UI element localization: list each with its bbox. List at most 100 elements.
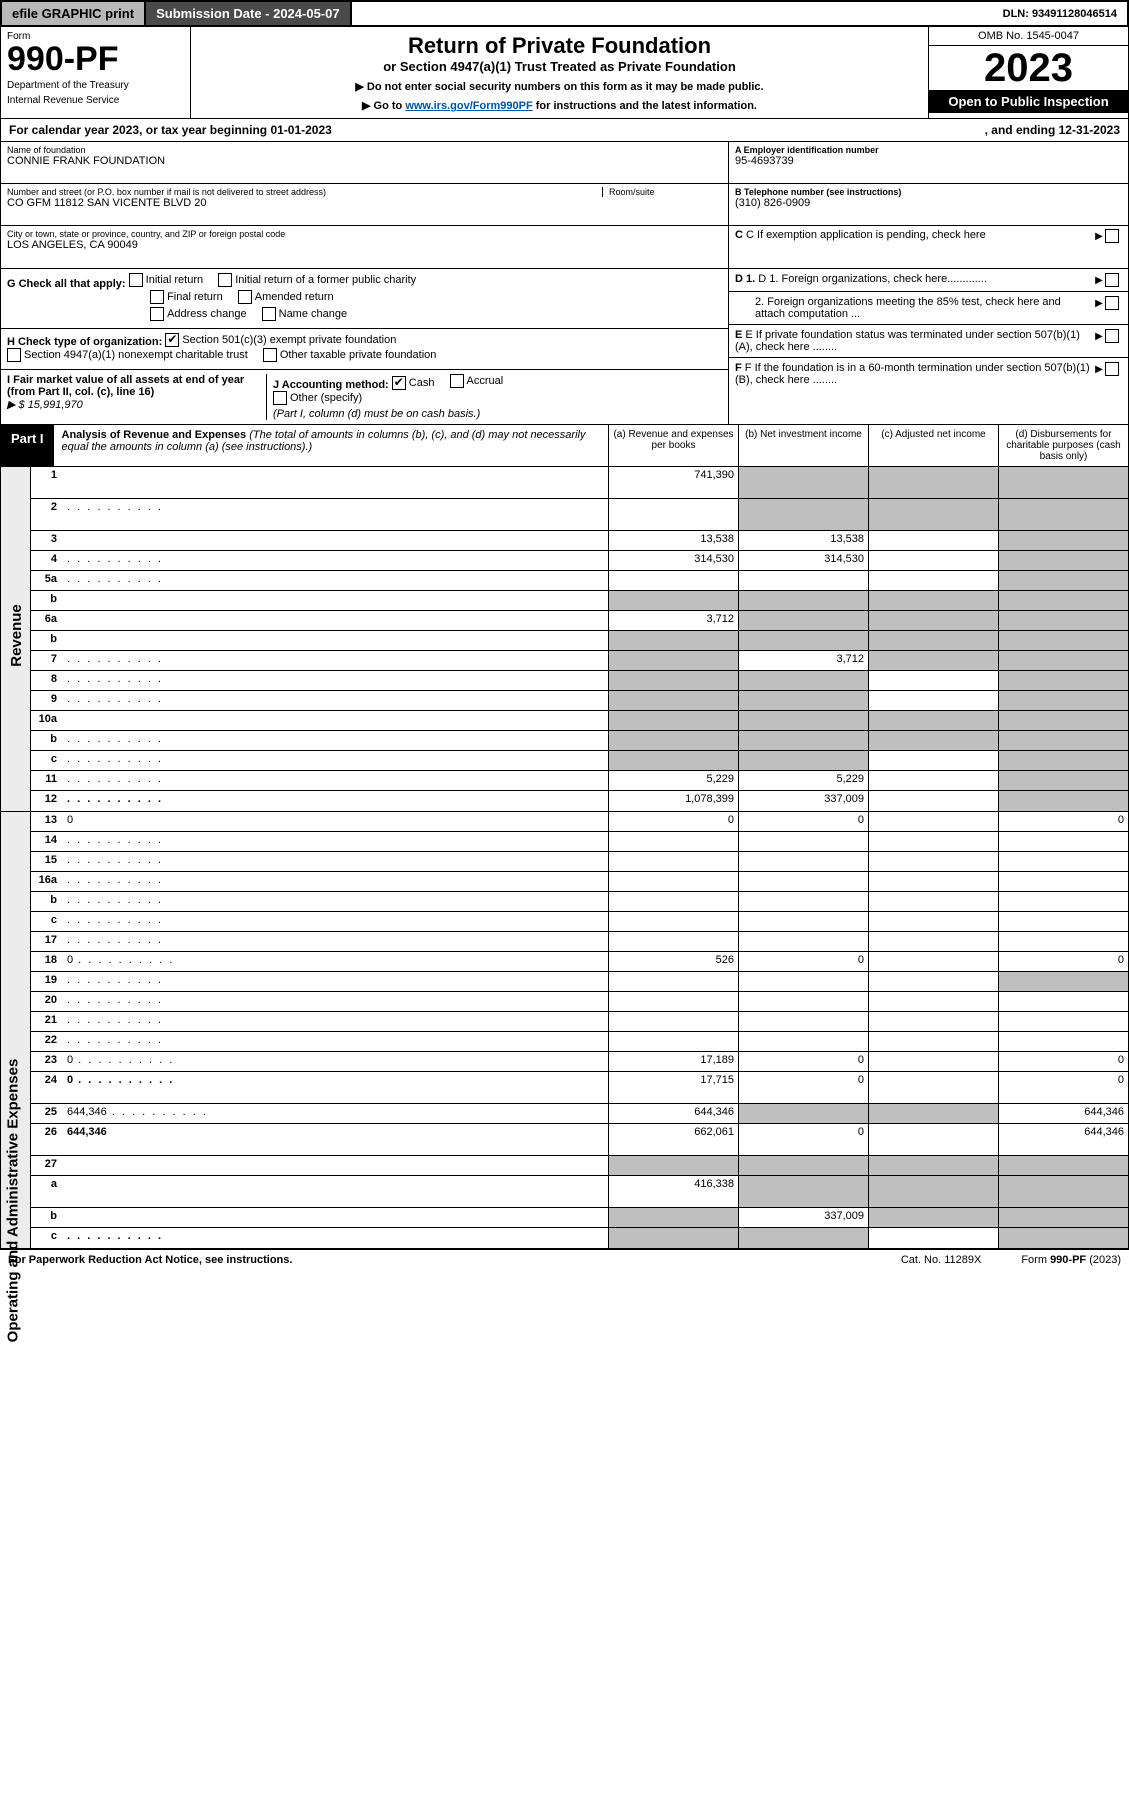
cell-col-c <box>868 1104 998 1123</box>
cell-col-c <box>868 1052 998 1071</box>
cell-col-b <box>738 1228 868 1248</box>
j-accrual-checkbox[interactable] <box>450 374 464 388</box>
f-checkbox[interactable] <box>1105 362 1119 376</box>
h-other-checkbox[interactable] <box>263 348 277 362</box>
j-cash-checkbox[interactable] <box>392 376 406 390</box>
cell-col-b <box>738 751 868 770</box>
d1-row: D 1. D 1. Foreign organizations, check h… <box>729 269 1128 292</box>
g-initial-former-checkbox[interactable] <box>218 273 232 287</box>
cell-col-a <box>608 872 738 891</box>
line-description <box>61 791 608 811</box>
table-row: 15 <box>31 852 1128 872</box>
cal-right: , and ending 12-31-2023 <box>985 123 1120 137</box>
cell-col-b <box>738 731 868 750</box>
col-d-header: (d) Disbursements for charitable purpose… <box>998 425 1128 466</box>
cell-col-a: 3,712 <box>608 611 738 630</box>
expenses-text: Operating and Administrative Expenses <box>4 1059 21 1343</box>
cell-col-c <box>868 1012 998 1031</box>
col-b-header: (b) Net investment income <box>738 425 868 466</box>
cell-col-a <box>608 1228 738 1248</box>
line-description: 0 <box>61 1072 608 1103</box>
line-number: 5a <box>31 571 61 590</box>
cell-col-c <box>868 952 998 971</box>
part1-title: Analysis of Revenue and Expenses <box>62 429 247 441</box>
g-amended-checkbox[interactable] <box>238 290 252 304</box>
d2-text: 2. Foreign organizations meeting the 85%… <box>735 296 1092 320</box>
line-description <box>61 467 608 498</box>
line-number: b <box>31 591 61 610</box>
line-number: c <box>31 751 61 770</box>
form-title: Return of Private Foundation <box>197 33 922 59</box>
c-row: C C If exemption application is pending,… <box>729 226 1128 246</box>
h-501-checkbox[interactable] <box>165 333 179 347</box>
line-number: 22 <box>31 1032 61 1051</box>
line-description <box>61 691 608 710</box>
line-number: 18 <box>31 952 61 971</box>
line-description <box>61 611 608 630</box>
cell-col-c <box>868 691 998 710</box>
city-label: City or town, state or province, country… <box>7 229 722 239</box>
cell-col-c <box>868 1208 998 1227</box>
cell-col-b <box>738 872 868 891</box>
line-description <box>61 912 608 931</box>
j-accrual: Accrual <box>467 375 504 387</box>
cell-col-b <box>738 892 868 911</box>
cell-col-a <box>608 671 738 690</box>
line-number: 1 <box>31 467 61 498</box>
cell-col-d: 0 <box>998 952 1128 971</box>
cell-col-c <box>868 771 998 790</box>
line-number: 20 <box>31 992 61 1011</box>
line-description <box>61 992 608 1011</box>
cell-col-c <box>868 499 998 530</box>
footer-right: Form 990-PF (2023) <box>1021 1254 1121 1266</box>
table-row: 73,712 <box>31 651 1128 671</box>
arrow-icon <box>1095 274 1105 286</box>
tel-row: B Telephone number (see instructions) (3… <box>729 184 1128 226</box>
dept-treasury: Department of the Treasury <box>7 80 184 91</box>
cell-col-d <box>998 972 1128 991</box>
cell-col-c <box>868 551 998 570</box>
cell-col-c <box>868 651 998 670</box>
line-number: 7 <box>31 651 61 670</box>
j-note: (Part I, column (d) must be on cash basi… <box>273 408 480 420</box>
cell-col-a <box>608 892 738 911</box>
cell-col-d <box>998 467 1128 498</box>
cell-col-d: 0 <box>998 812 1128 831</box>
e-checkbox[interactable] <box>1105 329 1119 343</box>
h-4947-checkbox[interactable] <box>7 348 21 362</box>
cell-col-a <box>608 1156 738 1175</box>
col-c-header: (c) Adjusted net income <box>868 425 998 466</box>
cell-col-a <box>608 711 738 730</box>
g-address-checkbox[interactable] <box>150 307 164 321</box>
form-link[interactable]: www.irs.gov/Form990PF <box>405 100 532 112</box>
g-final-checkbox[interactable] <box>150 290 164 304</box>
line-number: 12 <box>31 791 61 811</box>
cell-col-d <box>998 1176 1128 1207</box>
d1-checkbox[interactable] <box>1105 273 1119 287</box>
line-description: 644,346 <box>61 1104 608 1123</box>
cell-col-b: 0 <box>738 1052 868 1071</box>
cell-col-c <box>868 467 998 498</box>
cell-col-d <box>998 631 1128 650</box>
d2-checkbox[interactable] <box>1105 296 1119 310</box>
line-number: a <box>31 1176 61 1207</box>
cell-col-b <box>738 912 868 931</box>
c-checkbox[interactable] <box>1105 229 1119 243</box>
efile-print-button[interactable]: efile GRAPHIC print <box>2 2 146 25</box>
table-row: c <box>31 1228 1128 1248</box>
foundation-name: CONNIE FRANK FOUNDATION <box>7 155 722 167</box>
revenue-text: Revenue <box>8 604 25 667</box>
table-row: 27 <box>31 1156 1128 1176</box>
expenses-sidelabel: Operating and Administrative Expenses <box>1 812 31 1248</box>
goto-post: for instructions and the latest informat… <box>533 100 757 112</box>
table-row: b <box>31 591 1128 611</box>
j-other-checkbox[interactable] <box>273 391 287 405</box>
line-number: 27 <box>31 1156 61 1175</box>
g-initial-checkbox[interactable] <box>129 273 143 287</box>
g-name-checkbox[interactable] <box>262 307 276 321</box>
ghij-block: G Check all that apply: Initial return I… <box>0 269 1129 425</box>
footer-cat: Cat. No. 11289X <box>901 1254 982 1266</box>
cell-col-b <box>738 992 868 1011</box>
line-number: 16a <box>31 872 61 891</box>
table-row: 4314,530314,530 <box>31 551 1128 571</box>
